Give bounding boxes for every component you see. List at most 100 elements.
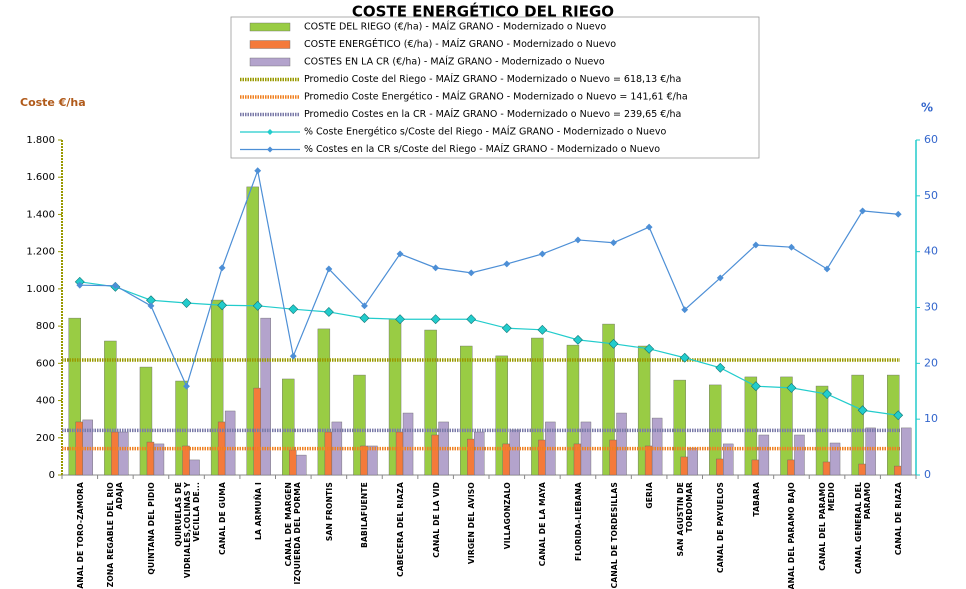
x-tick-label: TABARA (751, 482, 761, 517)
x-tick-label: VILLAGONZALO (502, 482, 512, 550)
y2-tick-label: 60 (924, 133, 938, 146)
bar (887, 374, 900, 476)
bar (723, 443, 734, 476)
bar (467, 438, 475, 476)
y2-tick-label: 30 (924, 301, 938, 314)
x-tick-label: CANAL DEL PARAMO MEDIO (818, 482, 837, 571)
marker (679, 352, 690, 363)
y-tick-label: 1.000 (26, 284, 55, 295)
legend-swatch (249, 40, 291, 49)
marker (111, 282, 119, 290)
bar (189, 459, 200, 476)
x-tick-label: CABECERA DEL RIAZA (395, 482, 405, 577)
legend-label: Promedio Costes en la CR - MAÍZ GRANO - … (304, 108, 681, 120)
bar (509, 429, 520, 476)
line (79, 168, 899, 388)
bar (644, 445, 653, 476)
marker (644, 343, 655, 354)
marker (466, 314, 477, 325)
x-tick-label: BABILAFUENTE (359, 482, 369, 548)
bar (680, 456, 688, 476)
legend-label: COSTE ENERGÉTICO (€/ha) - MAÍZ GRANO - M… (304, 38, 616, 50)
x-tick-label: CANAL DE LA VID (431, 482, 441, 558)
bar (851, 374, 864, 476)
bar (153, 443, 165, 476)
y2-tick-label: 50 (924, 189, 938, 202)
y2-tick-label: 0 (924, 468, 931, 481)
chart-title: COSTE ENERGÉTICO DEL RIEGO (352, 2, 614, 21)
x-tick-label: ZONA REGABLE DEL RIO ADAJA (106, 482, 125, 588)
bar (716, 458, 724, 476)
y2-axis-label: % (921, 101, 933, 115)
marker (750, 381, 761, 392)
bar (367, 445, 378, 476)
legend-swatch (267, 146, 273, 153)
marker (822, 389, 832, 399)
marker (574, 236, 582, 244)
legend-swatch (249, 22, 291, 32)
bar (217, 421, 226, 476)
bar (474, 431, 485, 476)
marker (430, 314, 441, 325)
marker (252, 300, 263, 311)
marker (432, 264, 440, 272)
marker (325, 265, 333, 273)
bar (744, 376, 758, 476)
bar (360, 445, 368, 476)
bar (502, 443, 510, 476)
bar (566, 344, 580, 476)
x-tick-label: CANAL DEL PARAMO BAJO (786, 482, 796, 589)
bar (894, 465, 902, 476)
x-tick-label: SAN FRONTIS (324, 482, 334, 542)
marker (857, 405, 868, 416)
bar (438, 421, 449, 476)
marker (396, 250, 404, 258)
y-tick-label: 600 (36, 358, 55, 369)
marker (76, 281, 84, 289)
bar (224, 410, 236, 476)
marker (573, 334, 583, 345)
bar (858, 463, 866, 476)
bar (651, 417, 663, 476)
marker (681, 306, 689, 314)
marker (610, 239, 617, 247)
y-tick-label: 800 (36, 321, 55, 332)
x-tick-label: QUIRUELAS DE VIDRIALES,COLINAS Y VECILLA… (173, 482, 201, 579)
legend-swatch (267, 129, 273, 135)
bar (687, 447, 698, 476)
marker (181, 298, 192, 308)
marker (752, 241, 760, 249)
y-tick-label: 200 (36, 433, 55, 444)
bar (751, 459, 760, 476)
bar (673, 379, 686, 476)
bar (794, 434, 805, 476)
x-tick-label: FLORIDA-LIEBANA (573, 482, 583, 562)
bar (609, 439, 617, 476)
bar (901, 427, 912, 476)
bar (75, 421, 83, 476)
marker (361, 302, 368, 310)
marker (395, 314, 405, 325)
marker (823, 265, 831, 273)
y-tick-label: 400 (36, 396, 55, 407)
marker (786, 382, 797, 393)
x-tick-label: GERIA (644, 482, 654, 509)
legend-label: COSTE DEL RIEGO (€/ha) - MAÍZ GRANO - Mo… (304, 21, 606, 33)
bar (296, 454, 307, 476)
bar (758, 434, 770, 476)
y-tick-label: 1.600 (26, 172, 55, 183)
bar (111, 431, 119, 476)
marker (894, 210, 902, 218)
marker (538, 250, 546, 258)
line (79, 281, 899, 416)
bar (780, 376, 793, 476)
marker (359, 313, 370, 324)
y2-tick-label: 40 (924, 245, 938, 258)
marker (254, 167, 262, 175)
y-tick-label: 1.800 (26, 135, 55, 146)
y-tick-label: 0 (49, 470, 55, 481)
x-tick-label: CANAL DE RIAZA (893, 482, 903, 556)
bar (616, 412, 627, 476)
marker (501, 323, 512, 334)
